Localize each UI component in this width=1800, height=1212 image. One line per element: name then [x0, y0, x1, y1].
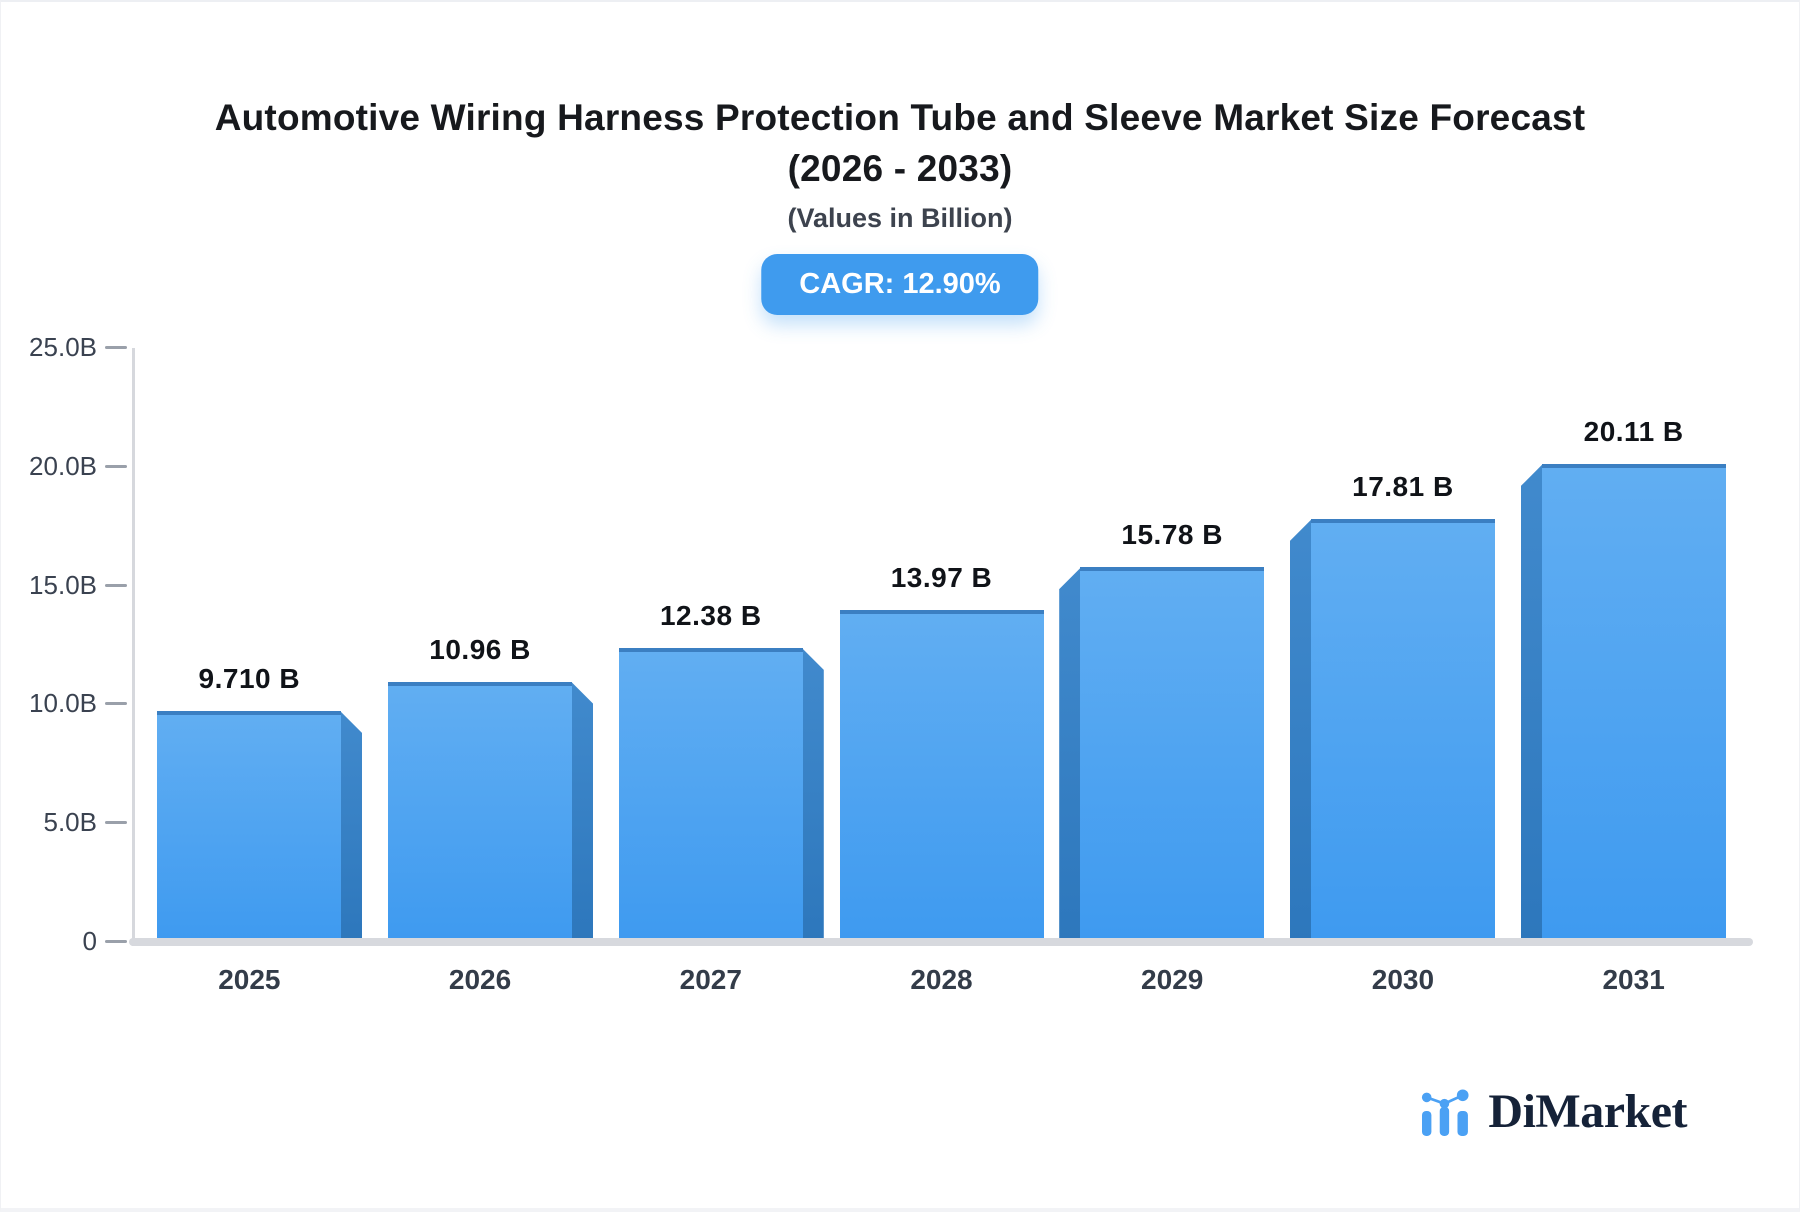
bar — [618, 647, 803, 942]
x-axis-category-label: 2029 — [1141, 964, 1204, 995]
bar-value-label: 20.11 B — [1583, 416, 1684, 448]
dimarket-watermark: DiMarket — [1419, 1084, 1687, 1139]
bar-3d-side-face — [1289, 518, 1312, 942]
x-axis-category-label: 2025 — [218, 964, 281, 995]
bar-value-label: 17.81 B — [1352, 470, 1454, 502]
chart-title-line2: (2026 - 2033) — [787, 148, 1013, 189]
bar-3d-side-face — [1520, 464, 1543, 942]
bar-3d-side-face — [340, 711, 363, 942]
y-axis-tick-label: 5.0B — [43, 807, 98, 838]
x-axis-baseline — [129, 938, 1753, 946]
cagr-badge: CAGR: 12.90% — [761, 254, 1039, 315]
x-axis-category-label: 2031 — [1602, 964, 1665, 995]
chart-title-line1: Automotive Wiring Harness Protection Tub… — [214, 97, 1586, 138]
bar — [839, 610, 1044, 942]
bar-value-label: 9.710 B — [198, 663, 301, 695]
bar — [1310, 518, 1495, 942]
dimarket-brand-text: DiMarket — [1488, 1085, 1687, 1138]
x-axis-category-label: 2026 — [448, 964, 512, 995]
y-axis-tick-mark — [105, 702, 127, 706]
y-axis-tick-label: 15.0B — [29, 569, 97, 600]
y-axis-tick-mark — [105, 583, 127, 587]
dimarket-bar-chart-icon — [1422, 1088, 1469, 1136]
y-axis-tick-mark — [105, 940, 127, 943]
bar-value-label: 15.78 B — [1121, 519, 1223, 551]
y-axis-tick-label: 20.0B — [29, 450, 97, 481]
bar — [388, 681, 573, 942]
bar-value-label: 12.38 B — [659, 599, 762, 631]
bar-3d-side-face — [1059, 567, 1082, 942]
bar — [1541, 464, 1726, 942]
bar-3d-side-face — [571, 681, 594, 942]
x-axis-category-label: 2030 — [1371, 964, 1435, 995]
y-axis-tick-label: 0 — [82, 926, 97, 956]
x-axis-category-label: 2027 — [679, 964, 742, 995]
x-axis-category-label: 2028 — [910, 964, 973, 995]
bar-value-label: 13.97 B — [890, 562, 993, 594]
y-axis-tick-mark — [105, 821, 127, 825]
chart-subtitle: (Values in Billion) — [787, 203, 1013, 233]
bar — [1080, 567, 1265, 942]
y-axis-tick-label: 25.0B — [29, 332, 97, 362]
y-axis-tick-label: 10.0B — [29, 688, 97, 719]
y-axis-line — [132, 348, 135, 946]
y-axis-tick-mark — [105, 464, 127, 468]
y-axis-tick-mark — [105, 346, 127, 349]
bar-3d-side-face — [801, 647, 824, 942]
bar — [157, 711, 342, 942]
bar-value-label: 10.96 B — [429, 633, 531, 665]
